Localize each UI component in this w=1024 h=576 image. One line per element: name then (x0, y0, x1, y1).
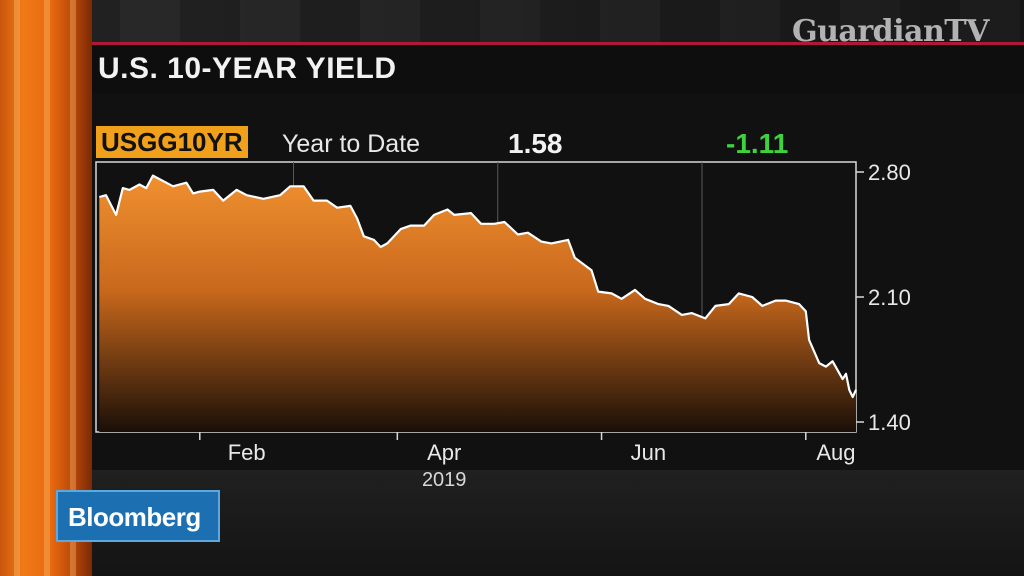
ticker-badge: USGG10YR (96, 126, 248, 158)
period-label: Year to Date (282, 130, 421, 158)
accent-rule (92, 42, 1024, 45)
x-axis-year-label: 2019 (422, 469, 467, 491)
bloomberg-logo: Bloomberg (56, 490, 220, 542)
x-tick-label: Apr (427, 440, 461, 465)
panel-stripe (14, 0, 20, 576)
panel-stripe (44, 0, 50, 576)
bloomberg-wordmark: Bloomberg (68, 502, 201, 532)
y-tick-label: 1.40 (868, 410, 911, 435)
x-tick-label: Feb (228, 440, 266, 465)
y-tick-label: 2.10 (868, 285, 911, 310)
x-tick-label: Aug (816, 440, 855, 465)
y-tick-label: 2.80 (868, 160, 911, 185)
yield-area (99, 175, 857, 432)
channel-watermark: GuardianTV (792, 14, 989, 49)
graphic-title: U.S. 10-YEAR YIELD (98, 52, 397, 85)
panel-stripe (70, 0, 76, 576)
title-bar (92, 45, 1024, 93)
net-change: -1.11 (726, 128, 789, 159)
orange-set-panel (0, 0, 92, 576)
x-tick-label: Jun (631, 440, 666, 465)
yield-line (99, 174, 857, 399)
last-value: 1.58 (508, 128, 563, 159)
